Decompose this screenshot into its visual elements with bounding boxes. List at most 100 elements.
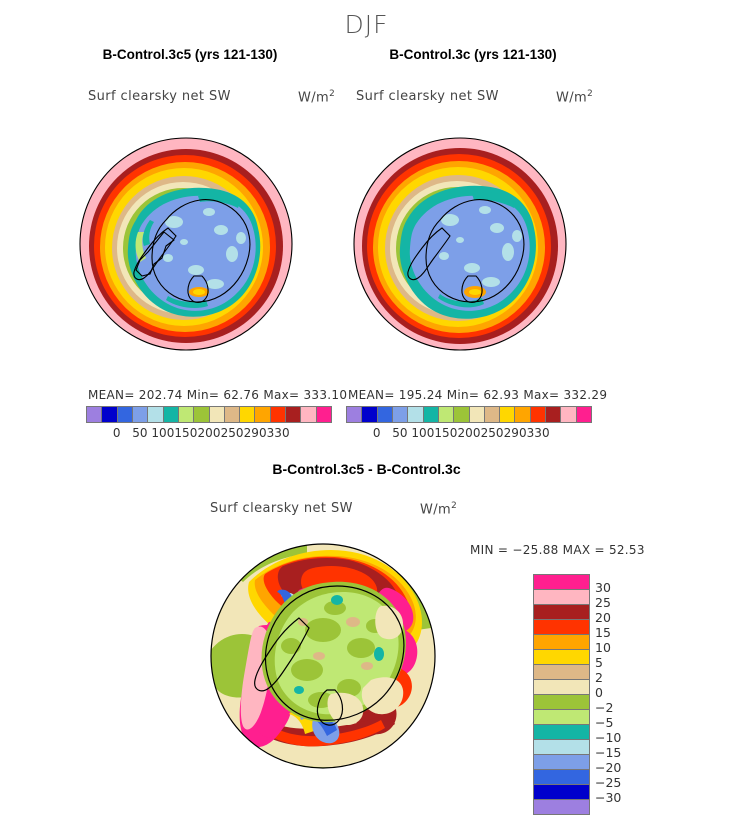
panel-subtitle-difference: Surf clearsky net SW: [210, 501, 353, 516]
polar-map-svg-right: [353, 137, 567, 351]
colorbar-top-right[interactable]: 0 50 100 150 200 250 290 330: [346, 406, 592, 442]
panel-subtitle-top-right: Surf clearsky net SW: [356, 89, 499, 104]
difference-legend[interactable]: [533, 574, 590, 815]
colorbar-tick-6: 290: [243, 426, 267, 440]
difference-legend-label-9: −5: [595, 715, 614, 730]
difference-legend-label-6: 2: [595, 670, 603, 685]
colorbar-tick-1: 50: [132, 426, 148, 440]
colorbar-swatch-13: [285, 407, 301, 422]
difference-legend-label-8: −2: [595, 700, 614, 715]
colorbar-swatch-12: [529, 407, 546, 422]
difference-legend-label-10: −10: [595, 730, 622, 745]
colorbar-swatch-5: [162, 407, 178, 422]
difference-legend-label-3: 15: [595, 625, 611, 640]
difference-legend-swatch-11: [534, 739, 589, 754]
colorbar-swatch-9: [223, 407, 240, 422]
colorbar-ticks-right: 0 50 100 150 200 250 290 330: [346, 426, 592, 442]
units-text: W/m: [420, 502, 452, 518]
colorbar-swatches-right: [346, 406, 592, 423]
colorbar-swatch-4: [407, 407, 423, 422]
colorbar-swatch-6: [437, 407, 454, 422]
colorbar-swatch-3: [131, 407, 148, 422]
colorbar-swatch-12: [269, 407, 286, 422]
colorbar-swatch-15: [315, 407, 331, 422]
difference-legend-label-5: 5: [595, 655, 603, 670]
season-title: DJF: [344, 10, 389, 39]
panel-title-difference: B-Control.3c5 - B-Control.3c: [272, 461, 461, 477]
colorbar-tick-2: 100: [411, 426, 435, 440]
colorbar-swatch-9: [483, 407, 500, 422]
colorbar-tick-7: 330: [266, 426, 290, 440]
colorbar-tick-4: 200: [457, 426, 481, 440]
difference-legend-swatch-0: [534, 575, 589, 589]
colorbar-tick-5: 250: [480, 426, 504, 440]
difference-legend-labels: 30 25 20 15 10 5 2 0 −2 −5 −10 −15 −20 −25 −30: [595, 574, 655, 805]
difference-legend-swatch-4: [534, 634, 589, 649]
map-top-right[interactable]: [352, 124, 568, 374]
colorbar-swatch-10: [239, 407, 255, 422]
difference-legend-swatch-7: [534, 679, 589, 694]
difference-legend-label-1: 25: [595, 595, 611, 610]
difference-legend-swatches: [533, 574, 590, 815]
difference-legend-label-2: 20: [595, 610, 611, 625]
colorbar-tick-3: 150: [434, 426, 458, 440]
difference-legend-swatch-5: [534, 649, 589, 664]
difference-legend-label-11: −15: [595, 745, 622, 760]
stats-difference: MIN = −25.88 MAX = 52.53: [470, 543, 645, 557]
difference-legend-label-12: −20: [595, 760, 622, 775]
colorbar-swatch-0: [347, 407, 362, 422]
difference-legend-swatch-15: [534, 799, 589, 814]
colorbar-tick-7: 330: [526, 426, 550, 440]
difference-legend-label-4: 10: [595, 640, 611, 655]
colorbar-tick-6: 290: [503, 426, 527, 440]
polar-map-svg-difference: [210, 543, 436, 769]
colorbar-swatches-left: [86, 406, 332, 423]
stats-top-left: MEAN= 202.74 Min= 62.76 Max= 333.10: [88, 388, 348, 402]
difference-legend-label-0: 30: [595, 580, 611, 595]
colorbar-swatch-11: [514, 407, 530, 422]
panel-title-top-left: B-Control.3c5 (yrs 121-130): [102, 47, 278, 62]
units-text: W/m: [556, 90, 588, 106]
difference-legend-swatch-3: [534, 619, 589, 634]
units-exponent: 2: [451, 501, 458, 511]
colorbar-swatch-8: [208, 407, 224, 422]
colorbar-swatch-1: [101, 407, 117, 422]
difference-legend-swatch-13: [534, 769, 589, 784]
difference-legend-swatch-6: [534, 664, 589, 679]
colorbar-tick-5: 250: [220, 426, 244, 440]
difference-legend-swatch-1: [534, 589, 589, 604]
panel-units-difference: W/m2: [420, 501, 457, 517]
difference-legend-swatch-2: [534, 604, 589, 619]
colorbar-top-left[interactable]: 0 50 100 150 200 250 290 330: [86, 406, 332, 442]
units-text: W/m: [298, 90, 330, 106]
colorbar-swatch-2: [376, 407, 392, 422]
colorbar-tick-0: 0: [372, 426, 381, 440]
panel-units-top-left: W/m2: [298, 89, 335, 105]
panel-title-top-right: B-Control.3c (yrs 121-130): [389, 47, 557, 62]
colorbar-swatch-8: [468, 407, 484, 422]
difference-legend-label-14: −30: [595, 790, 622, 805]
colorbar-swatch-2: [116, 407, 132, 422]
map-top-left[interactable]: [78, 124, 294, 374]
colorbar-swatch-11: [254, 407, 270, 422]
stats-top-right: MEAN= 195.24 Min= 62.93 Max= 332.29: [348, 388, 608, 402]
map-difference[interactable]: [203, 530, 443, 786]
colorbar-swatch-7: [193, 407, 209, 422]
units-exponent: 2: [587, 89, 594, 99]
colorbar-tick-0: 0: [112, 426, 121, 440]
difference-legend-swatch-8: [534, 694, 589, 709]
colorbar-tick-3: 150: [174, 426, 198, 440]
difference-legend-label-13: −25: [595, 775, 622, 790]
colorbar-swatch-10: [499, 407, 515, 422]
colorbar-swatch-15: [575, 407, 591, 422]
colorbar-tick-1: 50: [392, 426, 408, 440]
colorbar-swatch-5: [422, 407, 438, 422]
difference-legend-swatch-14: [534, 784, 589, 799]
colorbar-swatch-14: [560, 407, 576, 422]
difference-legend-swatch-10: [534, 724, 589, 739]
colorbar-swatch-7: [453, 407, 469, 422]
panel-units-top-right: W/m2: [556, 89, 593, 105]
difference-legend-swatch-9: [534, 709, 589, 724]
difference-legend-label-7: 0: [595, 685, 603, 700]
panel-subtitle-top-left: Surf clearsky net SW: [88, 89, 231, 104]
